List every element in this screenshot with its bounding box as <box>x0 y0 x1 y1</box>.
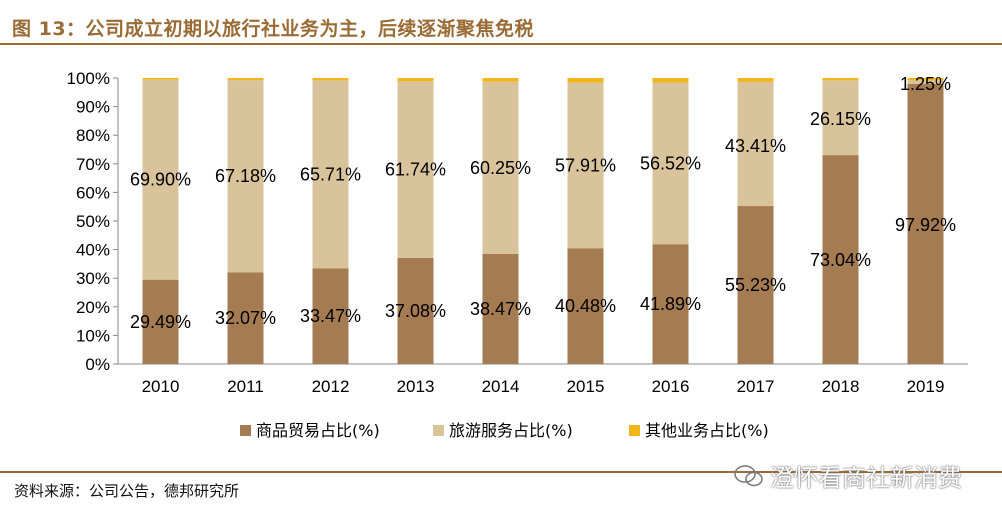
y-tick-label: 20% <box>76 298 110 317</box>
bar-segment <box>567 78 604 83</box>
data-label-travel: 60.25% <box>470 158 531 178</box>
bar-segment <box>397 257 434 364</box>
bar-segment <box>822 78 859 81</box>
legend-label: 其他业务占比(%) <box>645 421 769 440</box>
title-divider <box>0 43 1002 45</box>
chart-title: 图 13：公司成立初期以旅行社业务为主，后续逐渐聚焦免税 <box>12 18 535 40</box>
legend-swatch <box>629 425 640 436</box>
data-labels: 2010 29.49% 69.90% 2011 32.07% 67.18% 2012 33.4… <box>130 74 956 396</box>
data-label-goods: 29.49% <box>130 312 191 332</box>
legend-swatch <box>240 425 251 436</box>
y-tick-label: 30% <box>76 269 110 288</box>
bar-segment <box>227 78 264 81</box>
data-label-travel: 69.90% <box>130 170 191 190</box>
x-tick-label: 2019 <box>907 377 945 396</box>
bar-segment <box>142 79 179 280</box>
data-label-goods: 55.23% <box>725 275 786 295</box>
legend-label: 旅游服务占比(%) <box>449 421 573 440</box>
data-label-travel: 65.71% <box>300 164 361 184</box>
y-tick-label: 40% <box>76 241 110 260</box>
data-label-travel: 1.25% <box>900 74 951 94</box>
legend-swatch <box>433 425 444 436</box>
stacked-bar-chart: 0% 10% 20% 30% 40% 50% 60% 70% 80% 90% 100% 2010 29… <box>67 69 968 440</box>
bar-segment <box>227 272 264 364</box>
bar-segment <box>822 155 859 364</box>
y-tick-label: 0% <box>85 355 110 374</box>
y-tick-label: 100% <box>67 69 110 88</box>
x-tick-label: 2017 <box>737 377 775 396</box>
x-tick-label: 2010 <box>142 377 180 396</box>
bar-segment <box>567 82 604 249</box>
bar-segment <box>737 78 774 82</box>
bar-segment <box>227 80 264 273</box>
x-tick-label: 2016 <box>652 377 690 396</box>
data-label-goods: 41.89% <box>640 294 701 314</box>
data-label-goods: 38.47% <box>470 299 531 319</box>
y-tick-label: 10% <box>76 326 110 345</box>
data-label-goods: 37.08% <box>385 301 446 321</box>
footer-divider <box>0 471 1002 473</box>
x-tick-label: 2015 <box>567 377 605 396</box>
bar-segment <box>482 253 519 364</box>
data-label-travel: 67.18% <box>215 166 276 186</box>
data-label-travel: 61.74% <box>385 160 446 180</box>
bar-segment <box>652 82 689 245</box>
watermark-text: 澄怀看商社新消费 <box>770 464 962 492</box>
data-label-goods: 32.07% <box>215 308 276 328</box>
bar-segment <box>312 78 349 81</box>
y-axis: 0% 10% 20% 30% 40% 50% 60% 70% 80% 90% 100% <box>67 69 968 374</box>
data-label-goods: 40.48% <box>555 296 616 316</box>
x-tick-label: 2012 <box>312 377 350 396</box>
bar-segment <box>652 78 689 83</box>
bar-segment <box>142 279 179 364</box>
watermark: 澄怀看商社新消费 <box>734 458 962 493</box>
bar-segment <box>652 244 689 364</box>
x-tick-label: 2011 <box>227 377 264 396</box>
bar-segment <box>567 248 604 364</box>
source-note: 资料来源：公司公告，德邦研究所 <box>14 482 240 500</box>
bar-segment <box>822 80 859 156</box>
y-tick-label: 90% <box>76 98 110 117</box>
data-label-travel: 57.91% <box>555 155 616 175</box>
y-tick-label: 60% <box>76 183 110 202</box>
bar-segment <box>397 78 434 82</box>
y-tick-label: 80% <box>76 126 110 145</box>
bar-segment <box>737 81 774 207</box>
x-tick-label: 2018 <box>822 377 860 396</box>
bar-segment <box>737 206 774 364</box>
y-tick-label: 50% <box>76 212 110 231</box>
data-label-goods: 97.92% <box>895 215 956 235</box>
data-label-goods: 33.47% <box>300 306 361 326</box>
bar-segment <box>907 78 944 81</box>
legend: 商品贸易占比(%) 旅游服务占比(%) 其他业务占比(%) <box>240 421 769 440</box>
bar-layer <box>142 78 944 365</box>
x-tick-label: 2014 <box>482 377 520 396</box>
bar-segment <box>482 81 519 254</box>
bar-segment <box>482 78 519 82</box>
data-label-travel: 56.52% <box>640 153 701 173</box>
bar-segment <box>397 81 434 258</box>
wechat-icon <box>734 464 763 486</box>
x-tick-label: 2013 <box>397 377 435 396</box>
data-label-travel: 43.41% <box>725 136 786 156</box>
data-label-goods: 73.04% <box>810 250 871 270</box>
bar-segment <box>312 268 349 364</box>
data-label-travel: 26.15% <box>810 109 871 129</box>
bar-segment <box>312 80 349 269</box>
y-tick-label: 70% <box>76 155 110 174</box>
bar-segment <box>142 78 179 80</box>
bar-segment <box>907 80 944 84</box>
bar-segment <box>907 83 944 365</box>
legend-label: 商品贸易占比(%) <box>256 421 380 440</box>
